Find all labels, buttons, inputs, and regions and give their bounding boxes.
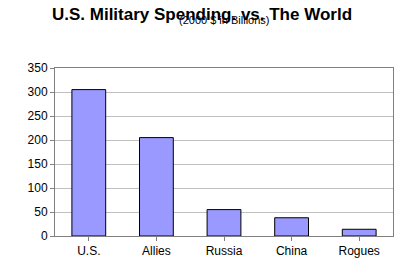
svg-text:250: 250 xyxy=(28,109,48,123)
svg-text:50: 50 xyxy=(34,205,48,219)
svg-text:Rogues: Rogues xyxy=(339,244,380,258)
svg-text:Russia: Russia xyxy=(206,244,243,258)
svg-text:350: 350 xyxy=(28,61,48,75)
svg-text:300: 300 xyxy=(28,85,48,99)
svg-text:U.S. Military Spending. vs. Th: U.S. Military Spending. vs. The World xyxy=(52,5,352,24)
svg-text:200: 200 xyxy=(28,133,48,147)
svg-text:U.S.: U.S. xyxy=(77,244,100,258)
svg-text:0: 0 xyxy=(41,229,48,243)
svg-text:100: 100 xyxy=(28,181,48,195)
svg-text:China: China xyxy=(276,244,308,258)
svg-text:Allies: Allies xyxy=(142,244,171,258)
svg-text:(2000 $ in Billions): (2000 $ in Billions) xyxy=(179,14,270,26)
svg-text:150: 150 xyxy=(28,157,48,171)
